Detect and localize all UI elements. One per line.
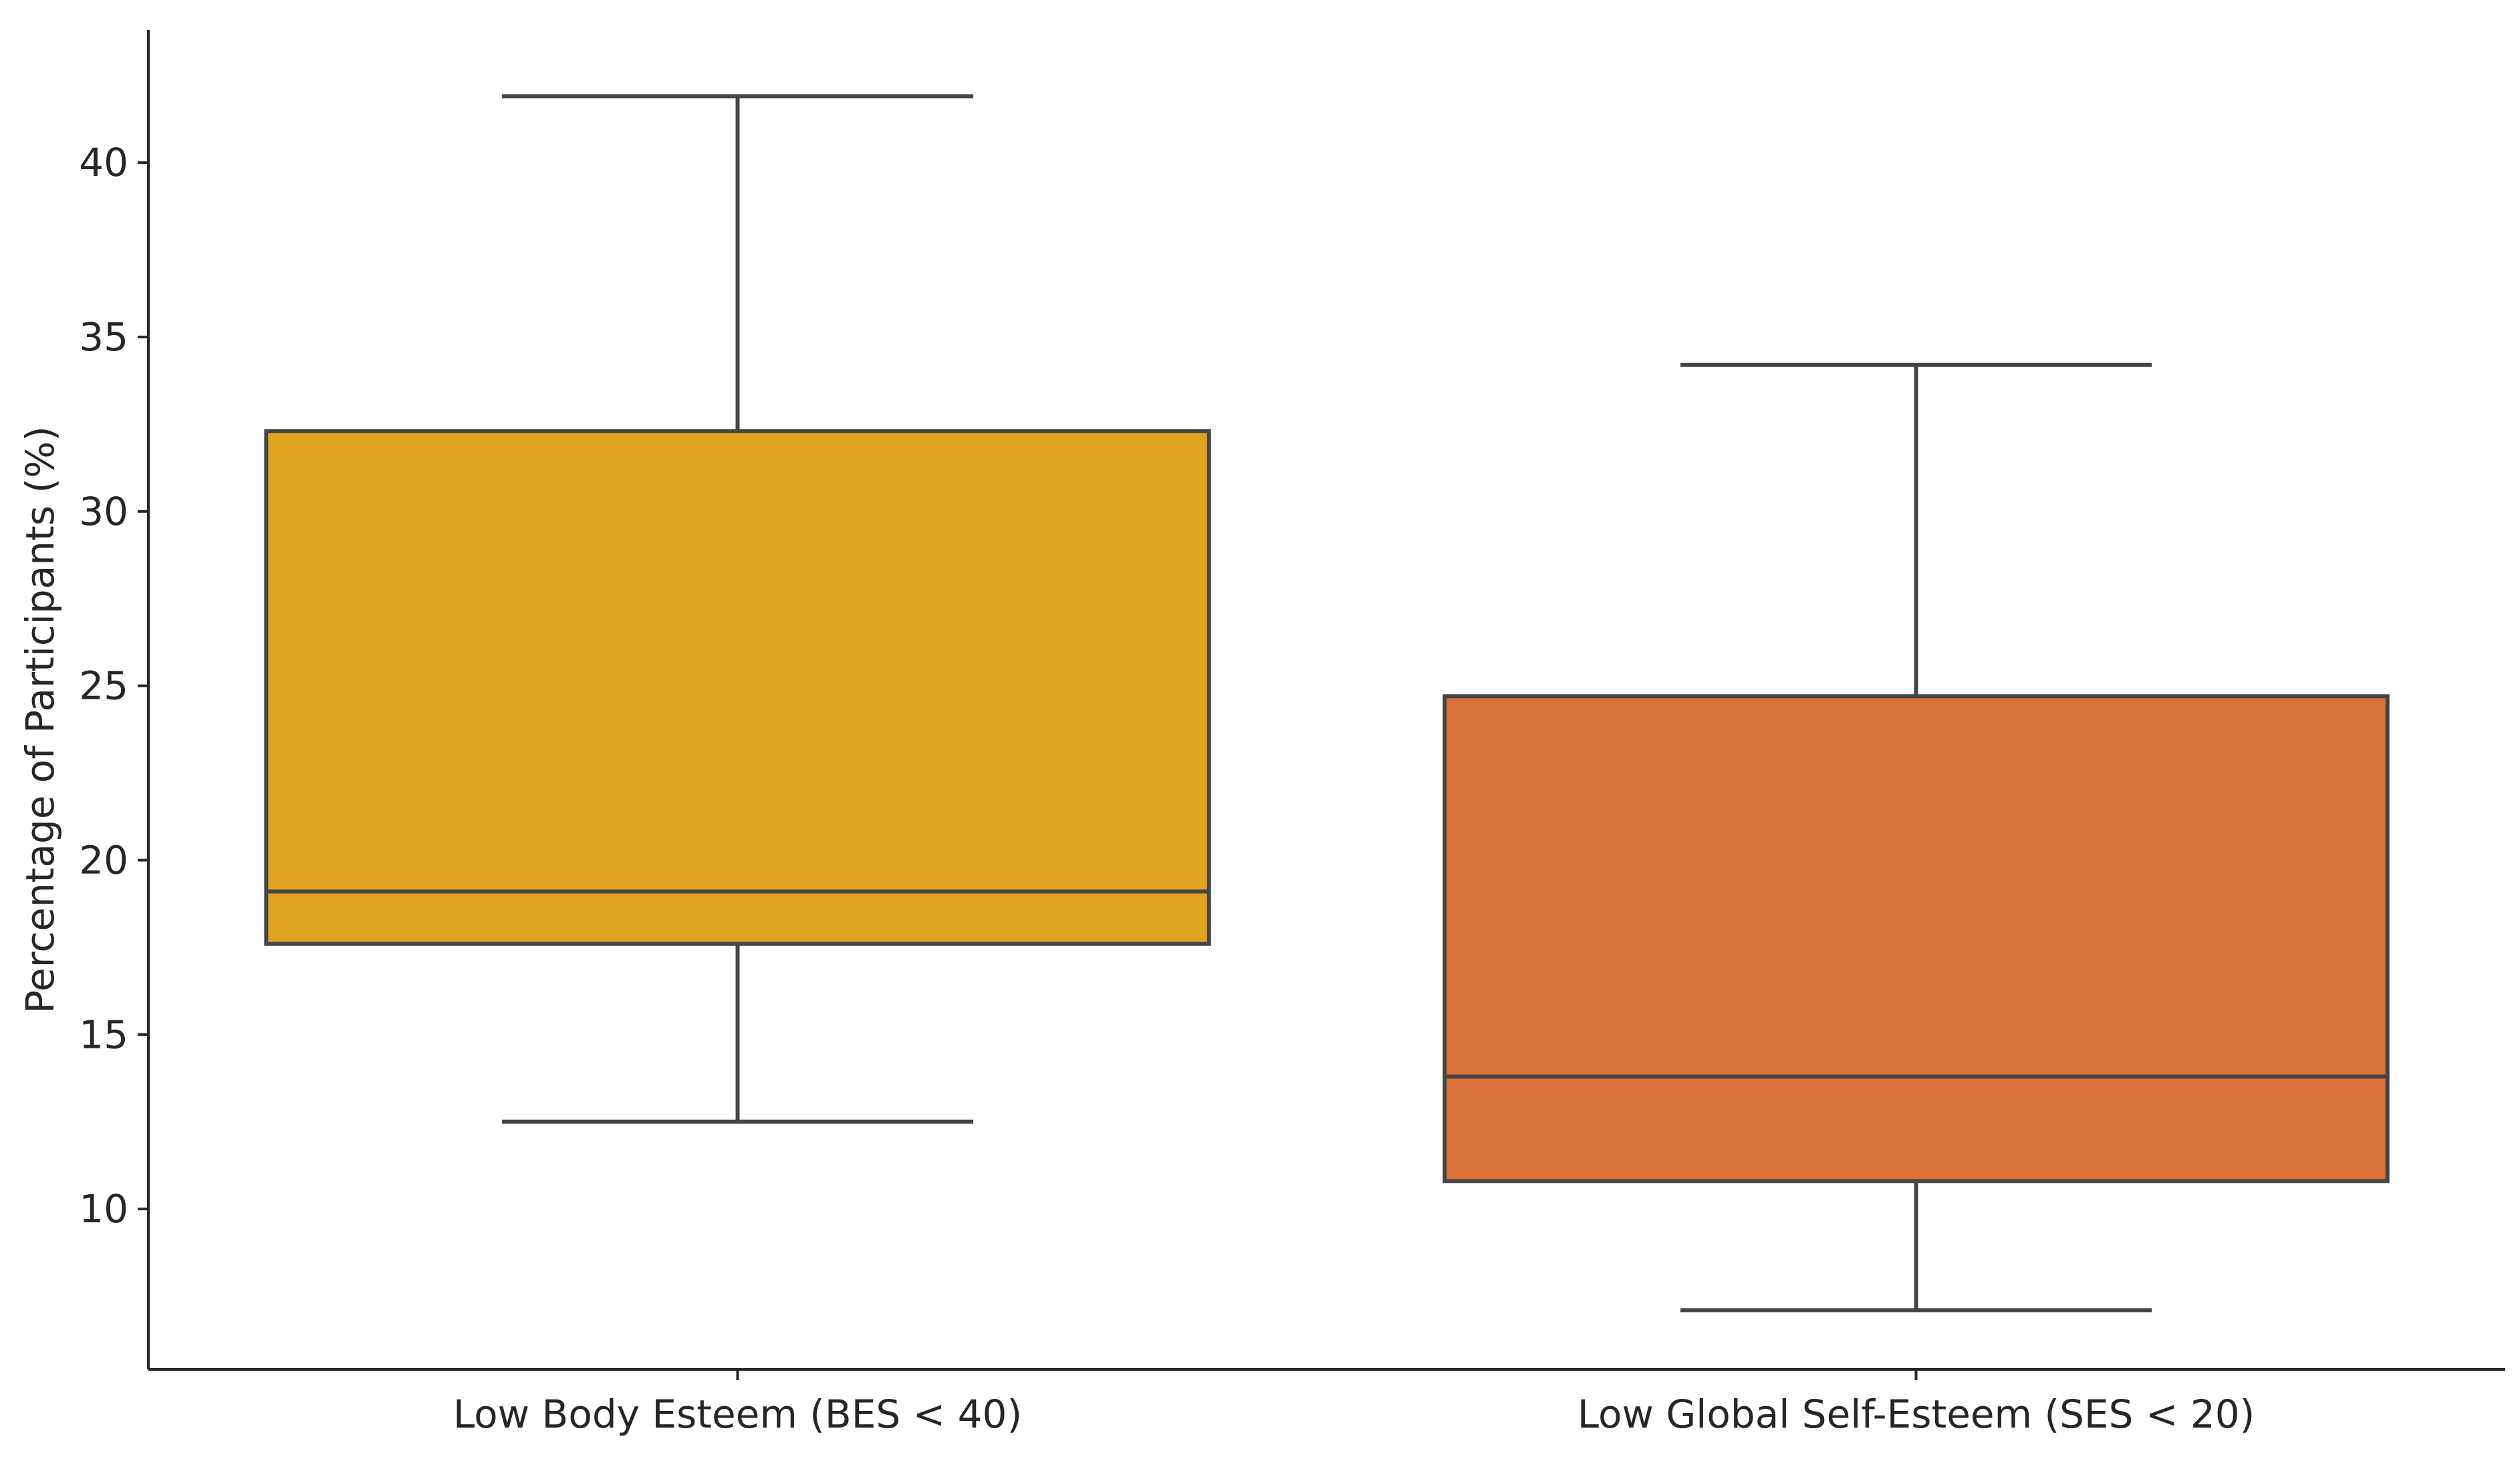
boxes-layer [264,94,2390,1313]
y-tick-label: 10 [79,1186,128,1232]
y-tick-label: 25 [79,663,128,709]
y-ticks: 10 15 20 25 30 35 40 [79,140,148,1232]
y-tick-label: 15 [79,1012,128,1057]
axes-layer [147,30,2505,1371]
y-axis-label: Percentage of Participants (%) [17,426,63,1014]
y-tick-label: 30 [79,489,128,534]
y-tick-label: 35 [79,314,128,360]
y-tick-label: 40 [79,140,128,185]
x-tick-label: Low Global Self-Esteem (SES < 20) [1578,1391,2255,1437]
y-tick-label: 20 [79,837,128,883]
box-group [1442,362,2390,1313]
x-ticks: Low Body Esteem (BES < 40) Low Global Sel… [453,1369,2255,1437]
box-iqr [264,429,1211,946]
x-tick-label: Low Body Esteem (BES < 40) [453,1391,1022,1437]
box-group [264,94,1211,1124]
box-iqr [1442,694,2390,1184]
